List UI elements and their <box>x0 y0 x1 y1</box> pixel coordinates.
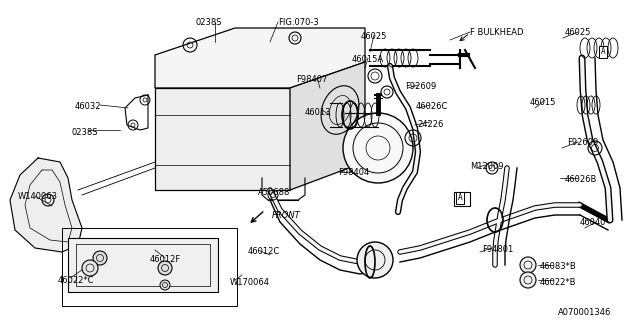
Text: F92609: F92609 <box>405 82 436 91</box>
Text: 46012C: 46012C <box>248 247 280 256</box>
Circle shape <box>93 251 107 265</box>
Polygon shape <box>290 62 365 190</box>
Bar <box>68 238 218 292</box>
Polygon shape <box>155 88 290 190</box>
Text: F94801: F94801 <box>482 245 513 254</box>
Text: F98404: F98404 <box>338 168 369 177</box>
Text: 46022*C: 46022*C <box>58 276 95 285</box>
Circle shape <box>42 194 54 206</box>
Text: 46026C: 46026C <box>416 102 449 111</box>
Text: A070001346: A070001346 <box>558 308 611 317</box>
Text: 46025: 46025 <box>361 32 387 41</box>
Polygon shape <box>155 28 365 88</box>
Text: A: A <box>601 47 605 57</box>
Polygon shape <box>10 158 82 252</box>
Ellipse shape <box>343 113 413 183</box>
Circle shape <box>158 261 172 275</box>
Bar <box>454 192 470 206</box>
Text: W170064: W170064 <box>230 278 270 287</box>
Text: 0238S: 0238S <box>195 18 221 27</box>
Text: F92609: F92609 <box>567 138 598 147</box>
Ellipse shape <box>357 242 393 278</box>
Text: A: A <box>458 194 462 203</box>
Text: F98407: F98407 <box>296 75 328 84</box>
Text: 46032: 46032 <box>75 102 102 111</box>
Text: A50688: A50688 <box>258 188 291 197</box>
Text: 46022*B: 46022*B <box>540 278 577 287</box>
Text: 0238S: 0238S <box>72 128 99 137</box>
Circle shape <box>520 257 536 273</box>
Ellipse shape <box>82 260 98 276</box>
Circle shape <box>520 272 536 288</box>
Text: FRONT: FRONT <box>272 211 301 220</box>
Text: 46013: 46013 <box>305 108 332 117</box>
Text: M12009: M12009 <box>470 162 504 171</box>
Circle shape <box>160 280 170 290</box>
Text: 46015A: 46015A <box>352 55 384 64</box>
Text: 46026B: 46026B <box>565 175 597 184</box>
Text: F BULKHEAD: F BULKHEAD <box>470 28 524 37</box>
Text: 46025: 46025 <box>565 28 591 37</box>
Bar <box>62 228 237 306</box>
Text: A: A <box>460 195 465 204</box>
Text: FIG.070-3: FIG.070-3 <box>278 18 319 27</box>
Text: 46015: 46015 <box>530 98 556 107</box>
Text: 46083*B: 46083*B <box>540 262 577 271</box>
Text: 24226: 24226 <box>417 120 444 129</box>
Text: 46040: 46040 <box>580 218 606 227</box>
Text: W140063: W140063 <box>18 192 58 201</box>
Text: 46012F: 46012F <box>150 255 181 264</box>
